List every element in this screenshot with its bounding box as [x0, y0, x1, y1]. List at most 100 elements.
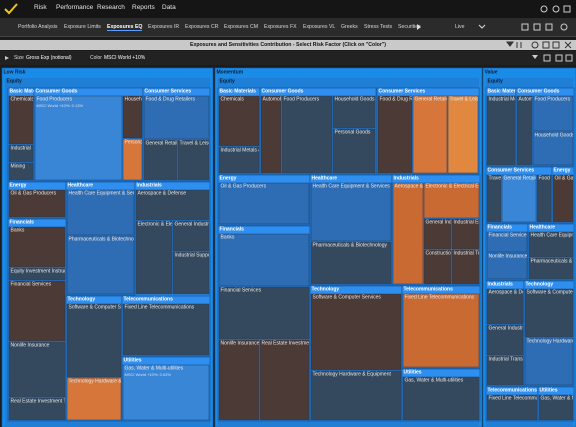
nav-icons[interactable]	[540, 4, 572, 14]
tile[interactable]	[486, 174, 502, 223]
tile[interactable]	[332, 128, 376, 174]
tile[interactable]	[486, 288, 524, 325]
tile[interactable]	[447, 95, 479, 174]
tile[interactable]	[423, 182, 480, 219]
nav-item[interactable]: Risk	[34, 4, 47, 11]
tab[interactable]: Portfolio Analysis	[18, 24, 58, 30]
tile[interactable]	[34, 95, 123, 181]
nav-item[interactable]: Performance	[56, 4, 94, 11]
tab[interactable]: Exposures VL	[303, 24, 336, 30]
tile[interactable]	[516, 95, 533, 166]
tile[interactable]	[486, 252, 528, 280]
tile[interactable]	[552, 174, 574, 223]
tile[interactable]	[392, 182, 424, 285]
tile[interactable]	[218, 182, 310, 225]
tab[interactable]: Exposures CR	[185, 24, 219, 30]
tab[interactable]: Exposures IR	[148, 24, 180, 30]
tile[interactable]	[260, 95, 282, 174]
nav-item[interactable]: Data	[162, 4, 176, 11]
tab[interactable]: Stress Tests	[364, 24, 393, 30]
tile[interactable]	[451, 249, 480, 285]
tile[interactable]	[532, 131, 574, 166]
tile[interactable]	[8, 189, 66, 218]
tile[interactable]	[310, 241, 392, 285]
tile[interactable]	[402, 376, 480, 421]
tile[interactable]	[486, 355, 524, 386]
tile[interactable]	[8, 280, 66, 342]
tile[interactable]	[486, 95, 516, 166]
row-tools[interactable]	[530, 54, 574, 62]
tile[interactable]	[486, 324, 524, 356]
tab[interactable]: Exposures CM	[224, 24, 259, 30]
tile[interactable]	[8, 267, 66, 281]
tile[interactable]	[538, 394, 574, 421]
tile[interactable]	[66, 377, 122, 421]
tile[interactable]	[8, 95, 34, 145]
tile[interactable]	[486, 231, 528, 253]
tile[interactable]	[501, 174, 537, 223]
nav-item[interactable]: Reports	[132, 4, 155, 11]
tile[interactable]	[66, 303, 122, 378]
tile[interactable]	[218, 95, 260, 147]
tile[interactable]	[8, 226, 66, 268]
tile[interactable]	[412, 95, 448, 174]
tile[interactable]	[423, 249, 452, 285]
sector-label-clip: Financials	[488, 225, 513, 231]
tile[interactable]	[143, 95, 210, 140]
tile[interactable]	[332, 95, 376, 129]
tile[interactable]	[122, 95, 143, 139]
tile[interactable]	[135, 189, 210, 221]
nav-item[interactable]: Research	[97, 4, 125, 11]
tile[interactable]	[402, 293, 480, 368]
tab[interactable]: Exposures EQ	[107, 24, 143, 31]
tile[interactable]	[122, 364, 210, 421]
tile[interactable]	[532, 95, 574, 132]
tile[interactable]	[66, 235, 135, 295]
tile[interactable]	[122, 303, 210, 356]
tile[interactable]	[310, 370, 402, 421]
tile[interactable]	[122, 138, 143, 181]
tile[interactable]	[377, 95, 413, 174]
tile[interactable]	[310, 293, 402, 371]
tile[interactable]	[524, 337, 574, 386]
tab-tools[interactable]	[520, 22, 572, 32]
expand-icon[interactable]	[4, 55, 10, 61]
tile[interactable]	[528, 231, 574, 258]
color-value[interactable]: MSCI World +10%	[104, 55, 146, 61]
tile[interactable]	[524, 288, 574, 338]
tile[interactable]	[451, 218, 480, 250]
tab-scroll-arrow[interactable]	[416, 23, 422, 31]
tile[interactable]	[143, 139, 178, 181]
tile[interactable]	[281, 95, 333, 174]
tile[interactable]	[218, 146, 260, 174]
tile[interactable]	[8, 397, 66, 421]
panel-tools[interactable]	[505, 41, 575, 49]
tile[interactable]	[8, 341, 66, 398]
tile[interactable]	[423, 218, 452, 250]
mode-dropdown[interactable]	[478, 24, 486, 30]
tile[interactable]	[218, 233, 310, 287]
tile[interactable]	[66, 189, 135, 236]
tile[interactable]	[536, 174, 552, 223]
tile[interactable]	[172, 251, 210, 295]
tab[interactable]: Exposure Limits	[64, 24, 101, 30]
tab[interactable]: Greeks	[341, 24, 358, 30]
tile[interactable]	[218, 339, 260, 421]
tile[interactable]	[528, 257, 574, 280]
tile[interactable]	[172, 220, 210, 252]
mode-select[interactable]: Live	[455, 24, 465, 30]
tile[interactable]	[8, 162, 34, 181]
tab[interactable]: Securities	[398, 24, 421, 30]
tile[interactable]	[218, 286, 310, 340]
tab[interactable]: Exposures FX	[264, 24, 297, 30]
tile[interactable]	[135, 220, 173, 295]
tile[interactable]	[486, 394, 538, 421]
tile[interactable]	[310, 182, 392, 242]
tile-label-clip: Industrial Support Services	[175, 253, 210, 259]
tile[interactable]	[177, 139, 210, 181]
size-value[interactable]: Gross Exp (notional)	[26, 55, 72, 61]
sector-label: Telecommunications	[124, 297, 174, 303]
tile[interactable]	[8, 144, 34, 163]
tile[interactable]	[259, 339, 310, 421]
